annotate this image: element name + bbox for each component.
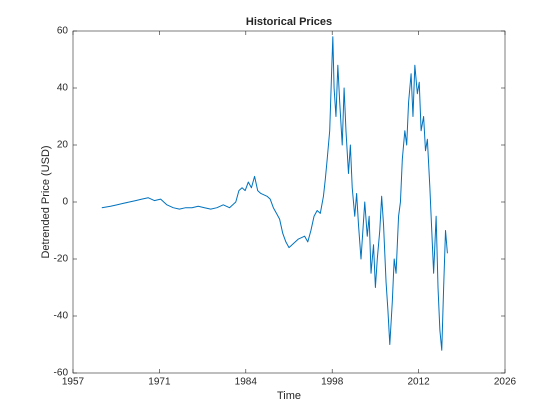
x-axis-label: Time <box>277 390 301 402</box>
y-tick-label: -40 <box>54 311 69 322</box>
y-tick-label: -20 <box>54 254 69 265</box>
x-tick-label: 2026 <box>494 377 517 388</box>
y-tick-label: -60 <box>54 368 69 379</box>
y-tick-label: 0 <box>62 197 68 208</box>
x-tick-label: 1984 <box>235 377 258 388</box>
x-tick-label: 1957 <box>62 377 85 388</box>
x-tick-label: 2012 <box>407 377 430 388</box>
y-tick-label: 60 <box>57 26 69 37</box>
x-tick-label: 1971 <box>148 377 171 388</box>
price-line <box>101 36 448 351</box>
y-axis-label: Detrended Price (USD) <box>40 145 52 258</box>
y-tick-label: 40 <box>57 83 69 94</box>
chart-title: Historical Prices <box>246 16 332 28</box>
y-tick-label: 20 <box>57 140 69 151</box>
x-tick-label: 1998 <box>321 377 344 388</box>
